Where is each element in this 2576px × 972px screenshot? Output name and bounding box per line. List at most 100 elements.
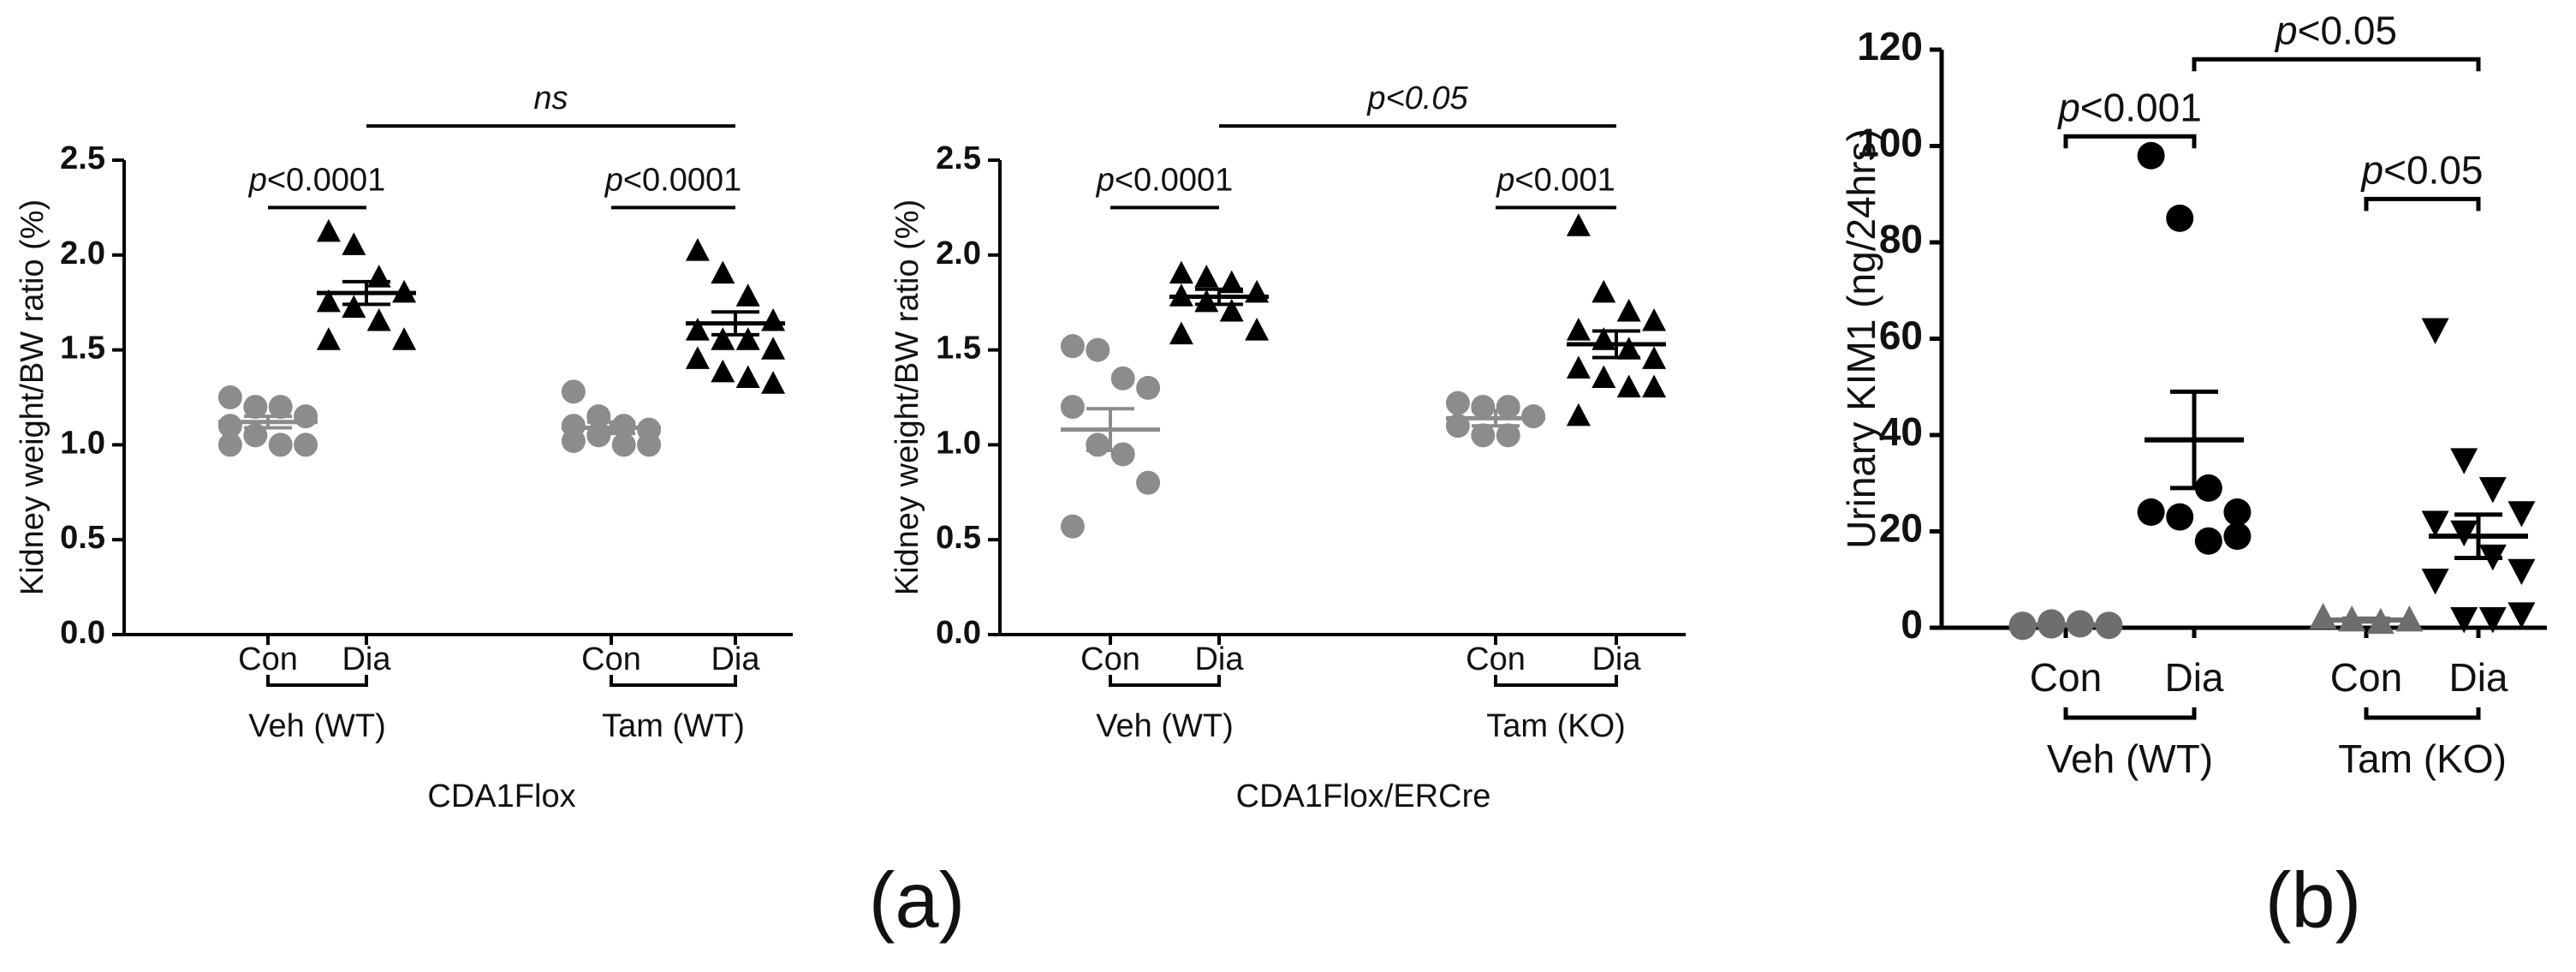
data-point [1566,355,1591,379]
data-point [2508,602,2536,629]
data-point [1060,514,1085,539]
data-point [1591,279,1616,303]
y-tick-label: 0 [1901,602,1923,647]
panel-label: (a) [869,856,965,944]
x-axis-label: CDA1Flox [427,778,575,814]
data-point [2421,510,2449,537]
group-bracket [1494,675,1618,687]
data-point [561,379,586,404]
sem-bar [711,310,759,337]
x-tick-label: Con [2030,655,2102,700]
group-bracket [1109,675,1221,687]
data-point [294,432,318,457]
data-point [611,432,636,457]
y-tick-label: 2.5 [936,140,981,176]
data-point [2478,606,2507,634]
data-point [1060,395,1085,420]
comparison-label-rest: <0.0001 [267,162,385,198]
comparison-label: p<0.0001 [248,162,386,198]
comparison-label-italic: p [2274,8,2298,52]
data-point [1245,279,1270,303]
x-tick-label: Dia [342,641,391,677]
data-point [1642,346,1667,369]
data-point [1566,213,1591,236]
data-point [1169,260,1193,284]
data-point [637,432,662,457]
data-point [217,414,242,438]
y-tick-label: 0.0 [60,615,105,651]
data-point [366,307,391,331]
data-point [2137,141,2165,170]
data-point [685,237,710,261]
data-point [1219,298,1244,322]
y-tick-label: 2.0 [936,236,981,271]
comparison-label: p<0.05 [2360,148,2484,193]
y-tick-label: 1.5 [60,331,105,367]
group-label: Veh (WT) [1096,708,1233,744]
y-axis-label: Urinary KIM1 (ng/24hrs) [1839,128,1883,549]
group-bracket [2364,707,2481,720]
data-point [561,428,586,453]
data-point [342,232,366,255]
data-point [1245,318,1270,341]
x-tick-label: Dia [1194,641,1244,677]
comparison-bracket [2364,196,2481,212]
data-point [2166,204,2194,232]
data-point [1169,321,1193,345]
sem-bar [2342,616,2390,624]
data-point [711,327,735,350]
data-point [2450,448,2478,474]
comparison-label: p<0.05 [2274,8,2397,52]
data-point [1110,366,1135,391]
y-axis-label: Kidney weight/BW ratio (%) [889,200,925,596]
y-axis-label: Kidney weight/BW ratio (%) [15,200,51,596]
data-point [2309,603,2337,629]
group-label: Veh (WT) [2047,736,2213,781]
data-point [1566,318,1591,341]
data-point [366,264,391,288]
data-point [2478,477,2507,504]
data-point [1086,337,1110,362]
panel-label: (b) [2265,856,2361,944]
y-tick-label: 2.0 [60,236,105,271]
data-point [735,365,760,389]
sem-bar [1592,329,1640,360]
data-point [1496,395,1520,420]
data-point [2450,520,2478,547]
y-tick-label: 60 [1879,313,1923,358]
data-point [342,295,366,319]
comparison-label-italic: p [2056,85,2080,129]
data-point [1642,374,1667,398]
data-point [294,404,318,429]
data-point [316,327,341,350]
comparison-label-italic: p [1496,162,1514,198]
sem-bar [2454,512,2502,560]
data-point [685,346,710,369]
data-point [2166,503,2194,531]
data-point [1471,423,1496,448]
data-point [2421,318,2449,344]
data-point [316,289,341,313]
data-point [217,432,242,457]
y-tick-label: 120 [1857,24,1923,69]
data-point [2194,527,2222,555]
data-point [1616,298,1641,322]
sem-bar [587,420,635,436]
comparison-label-rest: <0.05 [2298,8,2397,52]
data-point [761,307,786,331]
data-point [1194,264,1219,288]
data-point [217,385,242,409]
data-point [1616,374,1641,398]
group-bracket [266,675,368,687]
data-point [2508,501,2536,528]
x-tick-label: Dia [2164,655,2223,700]
comparison-label: p<0.05 [1366,81,1468,116]
data-point [268,432,293,457]
comparison-label-rest: <0.0001 [623,162,741,198]
group-bracket [2063,707,2197,720]
x-tick-label: Dia [711,641,760,677]
y-tick-label: 1.0 [60,425,105,461]
group-label: Tam (KO) [1486,708,1626,744]
x-tick-label: Con [1466,641,1526,677]
